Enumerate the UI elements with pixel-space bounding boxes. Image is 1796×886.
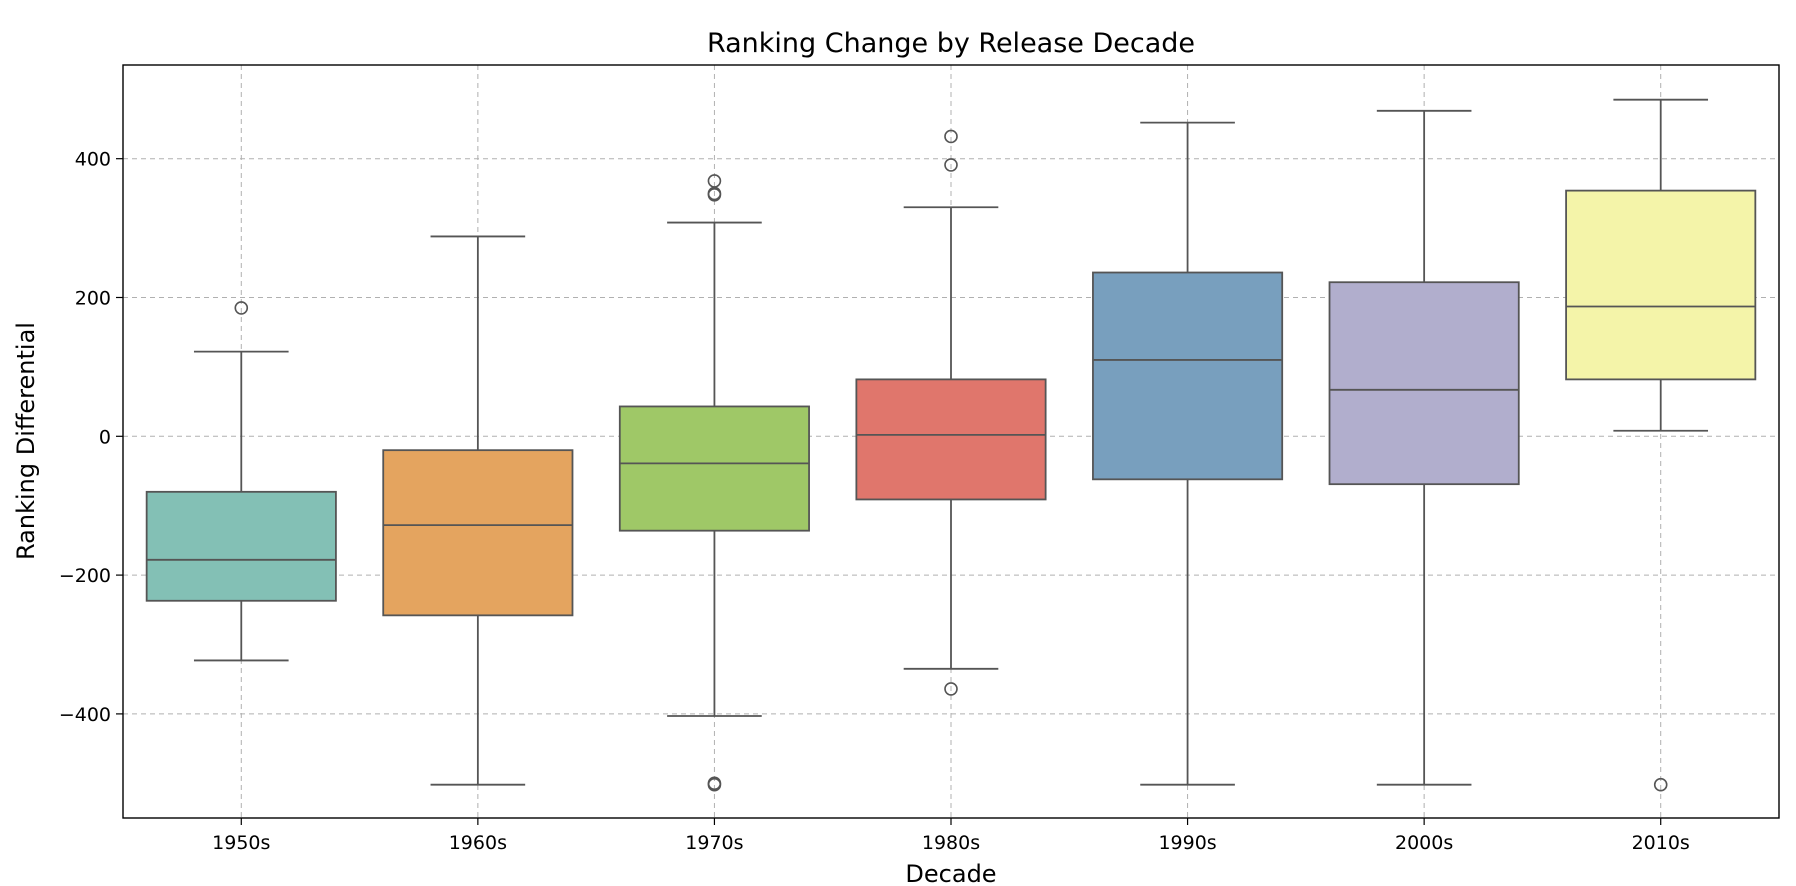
y-axis-label: Ranking Differential	[12, 322, 40, 560]
x-axis-label: Decade	[905, 860, 996, 886]
y-tick-label: 200	[75, 287, 111, 309]
outlier-point	[707, 186, 722, 201]
box-plots	[145, 98, 1757, 792]
box-1950s	[145, 301, 337, 662]
axis-ticks: −400 −200 0 200 400 1950s 1960s 1970s 1980s 1990s…	[59, 149, 1690, 854]
iqr-box	[618, 405, 810, 532]
box-1970s	[618, 174, 810, 792]
outlier-point	[1653, 777, 1668, 792]
outlier-point	[234, 301, 249, 315]
box-2010s	[1565, 98, 1757, 792]
box-1980s	[855, 129, 1047, 696]
iqr-box	[145, 490, 337, 602]
iqr-box	[855, 378, 1047, 501]
x-tick-label: 1950s	[212, 832, 270, 854]
box-1960s	[382, 235, 574, 786]
y-tick-label: 400	[75, 149, 111, 171]
iqr-box	[382, 449, 574, 617]
box-1990s	[1092, 121, 1284, 786]
outlier-point	[944, 158, 958, 172]
iqr-box	[1092, 271, 1284, 481]
iqr-box	[1565, 189, 1757, 381]
y-tick-label: 0	[99, 426, 111, 448]
x-tick-label: 1970s	[685, 832, 743, 854]
box-2000s	[1328, 109, 1520, 786]
x-tick-label: 1960s	[449, 832, 507, 854]
outlier-point	[944, 682, 958, 696]
outlier-point	[944, 129, 958, 144]
x-tick-label: 1990s	[1158, 832, 1216, 854]
x-tick-label: 2010s	[1632, 832, 1690, 854]
x-tick-label: 1980s	[922, 832, 980, 854]
iqr-box	[1328, 281, 1520, 486]
x-tick-label: 2000s	[1395, 832, 1453, 854]
y-tick-label: −200	[59, 565, 111, 587]
chart-title: Ranking Change by Release Decade	[707, 28, 1195, 59]
y-tick-label: −400	[59, 704, 111, 726]
outlier-point	[707, 776, 722, 791]
